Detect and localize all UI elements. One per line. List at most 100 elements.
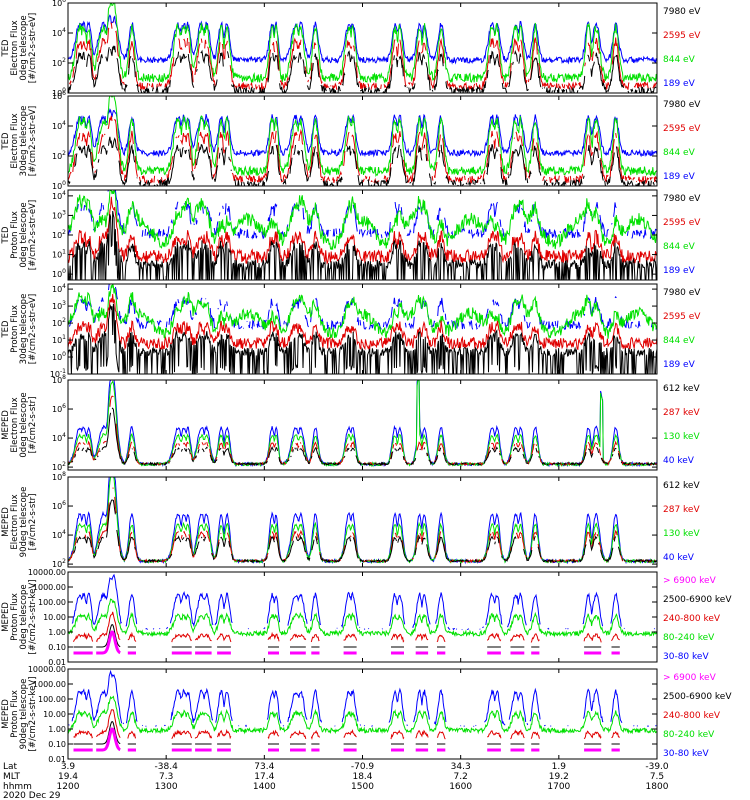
- x-tick-label: 1800: [646, 782, 669, 792]
- y-axis-label: Proton Flux: [10, 593, 20, 641]
- y-tick-label: 10-1: [50, 368, 66, 379]
- y-tick-label: 102: [52, 57, 66, 68]
- legend-entry: 2595 eV: [663, 312, 701, 322]
- series-2595-ev: [68, 21, 657, 92]
- y-axis-label: 0deg telescope: [19, 584, 29, 649]
- panel-1: 100 102 104 106 TED Electron Flux 0deg telesco…: [1, 0, 701, 98]
- y-tick-label: 106: [52, 403, 66, 414]
- y-tick-label: 101: [52, 249, 66, 260]
- y-axis-label: Electron Flux: [10, 20, 20, 75]
- y-tick-label: 102: [52, 229, 66, 240]
- y-axis-label: 90deg telescope: [19, 679, 29, 750]
- series-2500-6900-kev: [73, 624, 620, 648]
- legend-entry: 7980 eV: [663, 100, 701, 110]
- y-tick-label: 0.01: [48, 755, 66, 764]
- x-tick-label: -70.9: [351, 762, 375, 772]
- x-tick-label: 1400: [253, 782, 276, 792]
- series-40-kev: [68, 380, 657, 468]
- series-240-800-kev: [73, 708, 620, 741]
- y-axis-label: Proton Flux: [10, 305, 20, 353]
- x-tick-label: 1300: [155, 782, 178, 792]
- legend-entry: 612 keV: [663, 384, 700, 394]
- x-tick-label: 34.3: [451, 762, 471, 772]
- panel-6-data: [68, 477, 657, 565]
- legend-entry: 130 keV: [663, 529, 700, 539]
- panel-2-data: [68, 96, 657, 186]
- y-tick-label: 102: [52, 558, 66, 569]
- y-tick-label: 101: [52, 334, 66, 345]
- y-axis-label: [#/cm2-s-str-keV]: [28, 677, 38, 752]
- y-tick-label: 106: [52, 90, 66, 101]
- y-axis-label: MEPED: [1, 699, 11, 729]
- legend-entry: 189 eV: [663, 172, 696, 182]
- x-row-label: hhmm: [3, 782, 32, 792]
- legend-entry: 240-800 keV: [663, 614, 721, 624]
- panel-7: 0.01 0.10 1.00 10.00 100.00 1000.00 10000.00 ME…: [1, 568, 732, 667]
- legend-entry: 287 keV: [663, 505, 700, 515]
- panel-frame: [67, 379, 658, 471]
- y-axis-label: 90deg telescope: [19, 487, 29, 558]
- panel-2: 100 102 104 106 TED Electron Flux 30deg telesc…: [1, 90, 701, 191]
- y-tick-label: 100.00: [38, 695, 66, 704]
- series-844-ev: [68, 96, 657, 177]
- y-axis-label: MEPED: [1, 410, 11, 440]
- x-tick-label: 3.9: [61, 762, 76, 772]
- y-axis-label: [#/cm2-s-str-eV]: [28, 294, 38, 364]
- legend-entry: 844 eV: [663, 148, 696, 158]
- series-189-ev: [68, 14, 657, 65]
- series-2595-ev: [68, 293, 657, 351]
- series-30-80-kev: [72, 575, 656, 630]
- legend-entry: 287 keV: [663, 408, 700, 418]
- panel-6: 102 104 106 108 MEPED Electron Flux 90deg tele…: [1, 471, 700, 569]
- x-tick-label: 17.4: [254, 772, 274, 782]
- y-axis-label: MEPED: [1, 602, 11, 632]
- series-7980-ev: [68, 303, 657, 374]
- panel-5-data: [68, 380, 657, 468]
- y-axis-label: [#/cm2-s-str]: [28, 494, 38, 551]
- legend-entry: 2595 eV: [663, 218, 701, 228]
- panel-5: 102 104 106 108 MEPED Electron Flux 0deg teles…: [1, 374, 700, 472]
- legend-entry: 7980 eV: [663, 7, 701, 17]
- series-844-ev: [68, 284, 657, 340]
- legend-entry: 80-240 keV: [663, 633, 715, 643]
- legend-entry: 130 keV: [663, 432, 700, 442]
- x-tick-label: 1600: [449, 782, 472, 792]
- legend-entry: 30-80 keV: [663, 749, 709, 759]
- series-189-ev: [68, 284, 657, 331]
- legend-entry: 7980 eV: [663, 288, 701, 298]
- panel-4-data: [68, 284, 657, 374]
- y-axis-label: Electron Flux: [10, 397, 20, 452]
- y-axis-label: [#/cm2-s-str-eV]: [28, 13, 38, 83]
- legend-entry: 612 keV: [663, 481, 700, 491]
- legend-entry: 844 eV: [663, 336, 696, 346]
- y-axis-label: [#/cm2-s-str]: [28, 397, 38, 454]
- panel-1-data: [68, 3, 657, 93]
- y-tick-label: 100.00: [38, 598, 66, 607]
- y-axis-label: 30deg telescope: [19, 106, 29, 177]
- y-axis-label: Electron Flux: [10, 494, 20, 549]
- legend-entry: 2500-6900 keV: [663, 595, 732, 605]
- legend-entry: 7980 eV: [663, 194, 701, 204]
- x-tick-label: -38.4: [155, 762, 179, 772]
- y-tick-label: 1.00: [48, 725, 66, 734]
- legend-entry: 240-800 keV: [663, 711, 721, 721]
- legend-entry: 2595 eV: [663, 124, 701, 134]
- x-tick-label: 18.4: [352, 772, 372, 782]
- y-tick-label: 100: [52, 268, 66, 279]
- series-2595-ev: [68, 196, 657, 265]
- legend-entry: 40 keV: [663, 456, 695, 466]
- panel-frame: [67, 571, 658, 663]
- y-tick-label: 104: [52, 190, 66, 201]
- x-tick-label: 1700: [547, 782, 570, 792]
- legend-entry: 40 keV: [663, 553, 695, 563]
- y-axis-label: 0deg telescope: [19, 15, 29, 80]
- y-axis-label: [#/cm2-s-str-keV]: [28, 580, 38, 655]
- series-612-kev: [68, 408, 657, 465]
- panel-8: 0.01 0.10 1.00 10.00 100.00 1000.00 10000.00 ME…: [1, 665, 732, 764]
- y-tick-label: 102: [52, 461, 66, 472]
- legend-entry: 2500-6900 keV: [663, 692, 732, 702]
- y-axis-label: Proton Flux: [10, 211, 20, 259]
- y-tick-label: 10000.00: [28, 568, 66, 577]
- series-287-kev: [68, 395, 657, 466]
